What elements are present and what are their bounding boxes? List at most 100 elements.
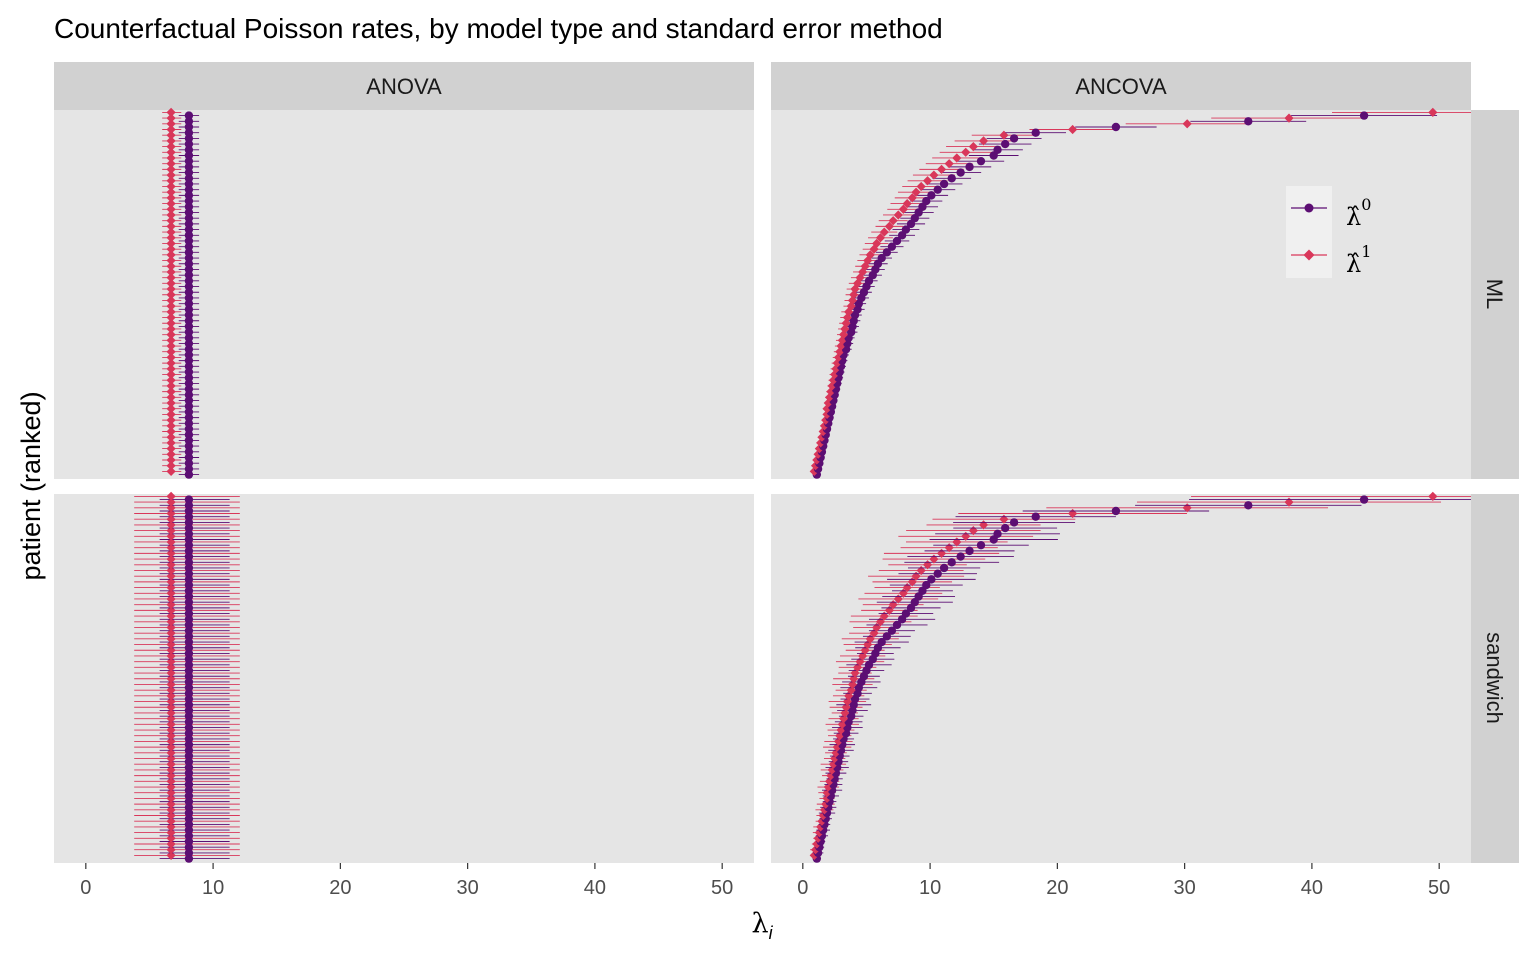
- point-lambda1: [911, 571, 921, 581]
- point-lambda0: [892, 236, 902, 246]
- point-lambda1: [166, 124, 176, 135]
- point-lambda1: [166, 375, 176, 385]
- point-lambda0: [939, 563, 949, 573]
- marks-anova-sandwich: [134, 491, 240, 863]
- x-axes: 0 10 20 30 40 50 0 10 20 30 40 50: [80, 863, 1450, 899]
- point-lambda1: [855, 273, 865, 283]
- point-lambda1: [166, 147, 176, 157]
- point-lambda0: [1359, 111, 1369, 120]
- point-lambda1: [166, 187, 176, 197]
- point-lambda0: [1031, 512, 1040, 521]
- point-lambda1: [166, 387, 176, 397]
- point-lambda0: [927, 575, 936, 584]
- point-lambda1: [166, 307, 176, 317]
- point-lambda1: [166, 651, 176, 661]
- point-lambda0: [976, 156, 986, 166]
- point-lambda1: [817, 432, 827, 442]
- point-lambda1: [166, 204, 176, 214]
- point-lambda1: [855, 657, 865, 667]
- point-lambda1: [166, 113, 176, 123]
- point-lambda1: [846, 685, 856, 695]
- x-tick-label: 30: [1174, 877, 1196, 899]
- point-lambda1: [968, 141, 978, 152]
- point-lambda1: [166, 290, 176, 300]
- point-lambda1: [847, 295, 858, 306]
- point-lambda1: [831, 364, 841, 374]
- point-lambda1: [858, 267, 868, 277]
- point-lambda1: [869, 628, 879, 638]
- point-lambda1: [166, 227, 176, 237]
- point-lambda1: [166, 136, 176, 146]
- point-lambda1: [166, 685, 176, 695]
- point-lambda1: [166, 312, 176, 323]
- point-lambda1: [814, 444, 824, 454]
- point-lambda0: [993, 145, 1002, 154]
- point-lambda1: [166, 657, 176, 667]
- point-lambda1: [872, 238, 882, 249]
- point-lambda0: [927, 191, 936, 200]
- point-lambda1: [824, 392, 835, 402]
- point-lambda1: [166, 324, 176, 334]
- point-lambda1: [166, 714, 176, 724]
- point-lambda0: [184, 495, 194, 504]
- point-lambda1: [166, 409, 176, 420]
- point-lambda0: [877, 637, 886, 647]
- point-lambda0: [1000, 139, 1010, 149]
- point-lambda1: [166, 793, 176, 804]
- point-lambda1: [166, 159, 176, 169]
- point-lambda1: [844, 307, 854, 317]
- y-axis-title: patient (ranked): [16, 391, 46, 580]
- point-lambda1: [166, 426, 176, 437]
- point-lambda1: [893, 594, 903, 604]
- point-lambda1: [166, 301, 176, 311]
- point-lambda1: [166, 577, 176, 587]
- point-lambda1: [166, 318, 176, 328]
- strip-label-sandwich: sandwich: [1482, 632, 1507, 724]
- point-lambda1: [858, 651, 868, 661]
- point-lambda1: [166, 816, 176, 826]
- point-lambda0: [1000, 523, 1010, 533]
- point-lambda0: [993, 529, 1002, 538]
- point-lambda1: [166, 628, 176, 638]
- x-axis-anova: 0 10 20 30 40 50: [80, 863, 733, 899]
- point-lambda1: [879, 227, 889, 237]
- point-lambda1: [166, 164, 176, 174]
- point-lambda1: [166, 788, 176, 798]
- x-tick-label: 50: [711, 877, 733, 899]
- point-lambda1: [841, 318, 851, 328]
- legend-key-diamond-lambda1: [1303, 249, 1315, 261]
- point-lambda1: [999, 514, 1009, 524]
- point-lambda1: [166, 520, 176, 530]
- point-lambda1: [838, 714, 849, 724]
- point-lambda1: [902, 198, 912, 209]
- point-lambda0: [1111, 122, 1121, 132]
- point-lambda1: [916, 181, 926, 192]
- point-lambda0: [184, 111, 194, 120]
- point-lambda1: [817, 816, 827, 826]
- point-lambda1: [884, 221, 894, 231]
- point-lambda1: [813, 449, 823, 459]
- point-lambda1: [1284, 113, 1294, 123]
- point-lambda1: [166, 594, 176, 604]
- point-lambda1: [944, 543, 954, 553]
- point-lambda1: [166, 261, 176, 271]
- strip-sandwich: [1471, 494, 1519, 863]
- point-lambda0: [933, 569, 942, 578]
- point-lambda1: [166, 273, 176, 283]
- point-lambda1: [922, 176, 933, 186]
- strip-label-ml: ML: [1482, 279, 1507, 310]
- point-lambda1: [872, 622, 882, 633]
- legend-background: [1286, 186, 1332, 278]
- point-lambda0: [922, 580, 931, 590]
- point-lambda1: [961, 147, 971, 157]
- x-tick-label: 0: [797, 877, 808, 899]
- x-tick-label: 0: [80, 877, 91, 899]
- point-lambda1: [166, 181, 176, 192]
- x-axis-title: λi: [751, 908, 773, 943]
- point-lambda0: [892, 620, 902, 630]
- point-lambda1: [1428, 107, 1438, 117]
- point-lambda1: [821, 415, 831, 425]
- point-lambda1: [166, 438, 176, 448]
- point-lambda1: [846, 301, 856, 311]
- point-lambda1: [166, 198, 176, 209]
